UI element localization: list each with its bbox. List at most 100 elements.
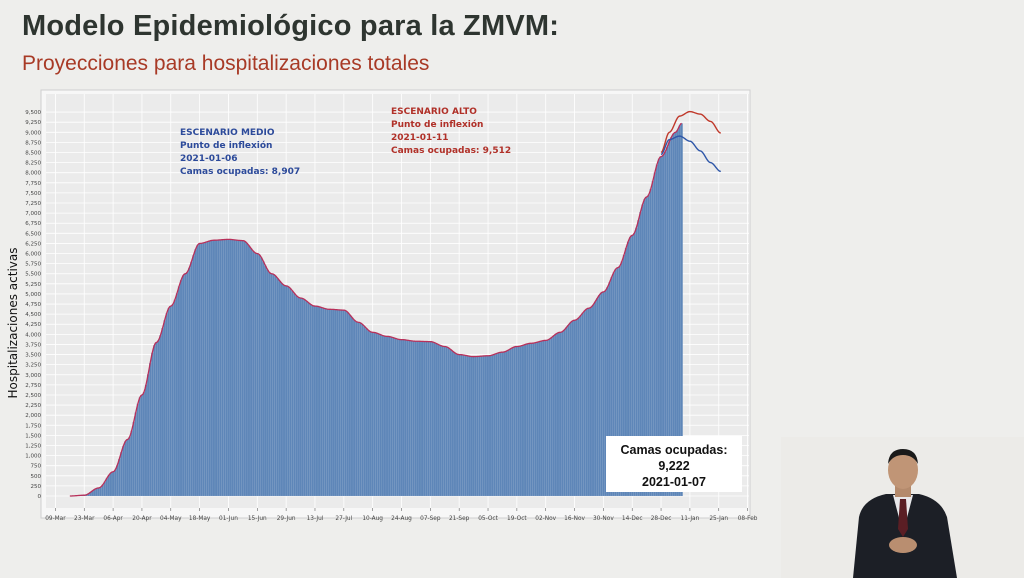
bar — [602, 291, 605, 497]
x-tick-label: 08-Feb — [738, 516, 758, 522]
escenario-medio-line — [660, 135, 721, 173]
bar — [517, 346, 521, 497]
bar — [307, 302, 310, 497]
escenario-alto-line — [660, 110, 722, 154]
bar — [254, 252, 257, 497]
callout-label: Camas ocupadas: — [620, 443, 728, 457]
bar — [398, 339, 401, 497]
x-tick-label: 04-May — [160, 516, 182, 522]
bar — [303, 299, 306, 497]
bar — [365, 328, 368, 497]
bar — [363, 326, 366, 497]
bar — [577, 317, 580, 497]
bar — [276, 278, 280, 497]
bar — [311, 305, 315, 497]
bar — [221, 239, 224, 497]
bar — [441, 346, 444, 497]
x-tick-label: 06-Apr — [103, 516, 123, 522]
bar — [317, 306, 321, 497]
bar — [497, 352, 500, 497]
y-tick-label: 8,000 — [25, 171, 41, 177]
annotation-alto-line1: Punto de inflexión — [391, 119, 483, 130]
bar — [346, 312, 350, 497]
bar — [348, 314, 352, 497]
bar — [206, 241, 210, 497]
bar — [513, 346, 516, 497]
bar — [404, 339, 407, 497]
bar — [445, 346, 448, 497]
x-tick-label: 25-Jan — [709, 516, 728, 522]
hospitalizations-chart: 0 250 500 750 1,000 1,250 1,500 1,750 2,000 2,250… — [6, 89, 758, 522]
y-tick-label: 8,750 — [25, 140, 41, 146]
bar — [480, 356, 484, 497]
bar — [422, 341, 426, 497]
bar — [523, 344, 527, 497]
bar — [515, 346, 519, 497]
bar — [171, 304, 175, 497]
bar — [381, 335, 385, 497]
bar — [136, 403, 139, 497]
bar — [462, 354, 465, 497]
bar — [111, 471, 115, 497]
bar — [163, 320, 166, 497]
bar — [274, 276, 278, 497]
bar — [149, 363, 152, 497]
bar — [484, 355, 488, 497]
bar — [583, 310, 587, 497]
bar — [204, 242, 207, 497]
x-tick-label: 19-Oct — [507, 516, 527, 522]
bar — [493, 354, 496, 497]
bar — [194, 249, 197, 497]
bar — [402, 339, 405, 497]
bar — [235, 240, 238, 497]
y-tick-label: 6,000 — [25, 252, 41, 258]
bar — [435, 343, 438, 497]
y-tick-label: 3,250 — [25, 363, 41, 369]
bar — [357, 322, 360, 497]
bar — [425, 341, 428, 497]
bar — [134, 412, 137, 497]
bar — [142, 391, 146, 497]
bar — [198, 243, 201, 497]
y-tick-label: 6,250 — [25, 241, 41, 247]
bar — [305, 301, 308, 497]
bar — [188, 267, 191, 497]
bar — [212, 240, 216, 497]
bar — [552, 335, 556, 497]
bar — [482, 355, 486, 497]
x-tick-label: 28-Dec — [651, 516, 672, 522]
bar — [472, 356, 475, 497]
bar — [585, 308, 589, 497]
bar — [231, 239, 234, 497]
bar — [144, 384, 148, 497]
bar — [385, 336, 389, 497]
chart-bars — [70, 123, 683, 497]
chart-area: 0 250 500 750 1,000 1,250 1,500 1,750 2,000 2,250… — [0, 88, 1024, 528]
y-tick-label: 5,250 — [25, 282, 41, 288]
bar — [499, 352, 502, 497]
bar — [373, 332, 376, 497]
bar — [272, 274, 275, 497]
bar — [190, 261, 193, 497]
bar — [138, 397, 142, 497]
bar — [132, 421, 135, 497]
bar — [324, 308, 327, 497]
bar — [575, 319, 578, 497]
y-tick-label: 750 — [31, 464, 42, 470]
bar — [332, 309, 335, 497]
annotation-alto-title: ESCENARIO ALTO — [391, 107, 477, 117]
bar — [122, 445, 125, 497]
bar — [433, 342, 436, 497]
bar — [408, 340, 411, 497]
bar — [352, 319, 356, 497]
y-tick-label: 1,500 — [25, 433, 41, 439]
y-axis-label: Hospitalizaciones activas — [6, 248, 20, 399]
y-tick-label: 5,750 — [25, 262, 41, 268]
bar — [266, 269, 269, 497]
y-tick-label: 2,750 — [25, 383, 41, 389]
y-tick-label: 2,250 — [25, 403, 41, 409]
y-tick-label: 4,250 — [25, 322, 41, 328]
bar — [593, 301, 597, 497]
bar — [159, 335, 162, 497]
y-tick-label: 5,000 — [25, 292, 41, 298]
